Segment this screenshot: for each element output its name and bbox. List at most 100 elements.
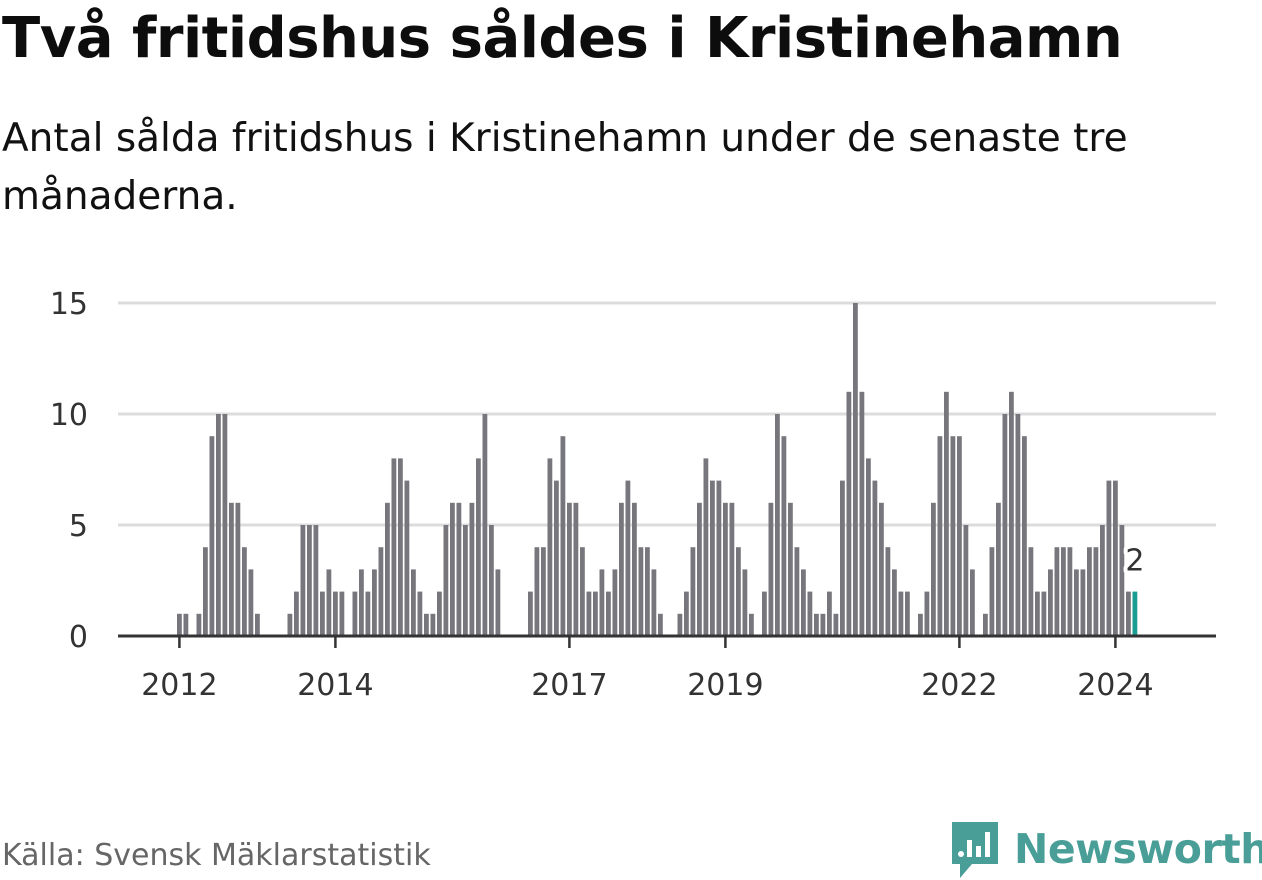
bar bbox=[768, 502, 774, 636]
bar bbox=[690, 547, 696, 636]
bar bbox=[411, 569, 416, 636]
bar bbox=[645, 547, 650, 636]
bar bbox=[853, 303, 858, 636]
bar bbox=[879, 502, 884, 636]
brand-name: Newsworthy bbox=[1014, 825, 1262, 873]
bar bbox=[736, 547, 741, 636]
bar bbox=[918, 613, 923, 636]
bar bbox=[209, 436, 215, 636]
x-tick-label: 2012 bbox=[141, 668, 217, 703]
bar bbox=[892, 569, 897, 636]
bar bbox=[1054, 547, 1060, 636]
bar bbox=[554, 480, 559, 636]
bar bbox=[339, 591, 345, 636]
bar bbox=[443, 525, 449, 636]
bar-highlight bbox=[1132, 591, 1138, 636]
bar bbox=[229, 502, 234, 636]
bar bbox=[924, 591, 930, 636]
bar bbox=[963, 525, 969, 636]
bar bbox=[801, 569, 806, 636]
bar bbox=[183, 613, 189, 636]
bar bbox=[1035, 591, 1040, 636]
bar bbox=[1048, 569, 1053, 636]
bar bbox=[372, 569, 377, 636]
bar bbox=[242, 547, 247, 636]
bar bbox=[846, 391, 852, 636]
bar bbox=[580, 547, 585, 636]
bar bbox=[1074, 569, 1079, 636]
bar bbox=[567, 502, 572, 636]
bar bbox=[222, 414, 228, 636]
bar bbox=[404, 480, 410, 636]
chart-subtitle: Antal sålda fritidshus i Kristinehamn un… bbox=[2, 116, 1128, 219]
bar bbox=[840, 480, 845, 636]
bar bbox=[255, 613, 260, 636]
bar bbox=[807, 591, 813, 636]
bar bbox=[476, 458, 481, 636]
bar bbox=[177, 613, 182, 636]
bar bbox=[534, 547, 540, 636]
bar bbox=[300, 525, 306, 636]
bar bbox=[482, 414, 488, 636]
bar bbox=[866, 458, 871, 636]
bar bbox=[326, 569, 332, 636]
bar bbox=[859, 391, 865, 636]
bar bbox=[996, 502, 1001, 636]
bar bbox=[1126, 591, 1131, 636]
bar bbox=[898, 591, 904, 636]
bar bbox=[378, 547, 384, 636]
bar bbox=[313, 525, 319, 636]
bar bbox=[489, 525, 494, 636]
bar bbox=[788, 502, 793, 636]
data-label: 2 bbox=[1125, 544, 1144, 579]
bar bbox=[814, 613, 819, 636]
bar bbox=[359, 569, 364, 636]
brand-logo: Newsworthy bbox=[950, 818, 1262, 880]
bar bbox=[820, 613, 826, 636]
bar bbox=[528, 591, 533, 636]
bar bbox=[697, 502, 702, 636]
bar bbox=[307, 525, 312, 636]
bar bbox=[931, 502, 936, 636]
bar bbox=[677, 613, 683, 636]
bar bbox=[872, 480, 878, 636]
bar bbox=[593, 591, 598, 636]
bar bbox=[1106, 480, 1112, 636]
bar bbox=[216, 414, 221, 636]
bar bbox=[385, 502, 390, 636]
bar bbox=[944, 391, 949, 636]
bar bbox=[658, 613, 663, 636]
bar bbox=[352, 591, 358, 636]
y-tick-label: 5 bbox=[69, 509, 88, 544]
bar bbox=[333, 591, 338, 636]
bar bbox=[716, 480, 722, 636]
bar bbox=[957, 436, 962, 636]
bar bbox=[1028, 547, 1034, 636]
bar bbox=[1015, 414, 1021, 636]
bar bbox=[612, 569, 618, 636]
bar bbox=[365, 591, 371, 636]
y-tick-label: 15 bbox=[50, 287, 88, 322]
bar bbox=[619, 502, 624, 636]
bar bbox=[1080, 569, 1086, 636]
bar bbox=[729, 502, 735, 636]
bar bbox=[287, 613, 293, 636]
newsworthy-logo-icon bbox=[952, 822, 998, 878]
bar bbox=[547, 458, 553, 636]
bar bbox=[1009, 391, 1014, 636]
bar bbox=[320, 591, 325, 636]
x-tick-label: 2014 bbox=[297, 668, 373, 703]
bar bbox=[495, 569, 501, 636]
source-note: Källa: Svensk Mäklarstatistik bbox=[2, 838, 431, 873]
bar-chart: 0 5 10 15 2012 2014 2017 2019 2022 2024 2 bbox=[50, 287, 1216, 703]
bar bbox=[1113, 480, 1118, 636]
bar bbox=[970, 569, 975, 636]
bar bbox=[599, 569, 605, 636]
bar bbox=[632, 502, 637, 636]
bar bbox=[1100, 525, 1105, 636]
bar bbox=[937, 436, 943, 636]
bar bbox=[1061, 547, 1066, 636]
bar bbox=[827, 591, 832, 636]
bar bbox=[398, 458, 403, 636]
chart-title: Två fritidshus såldes i Kristinehamn bbox=[2, 6, 1123, 71]
